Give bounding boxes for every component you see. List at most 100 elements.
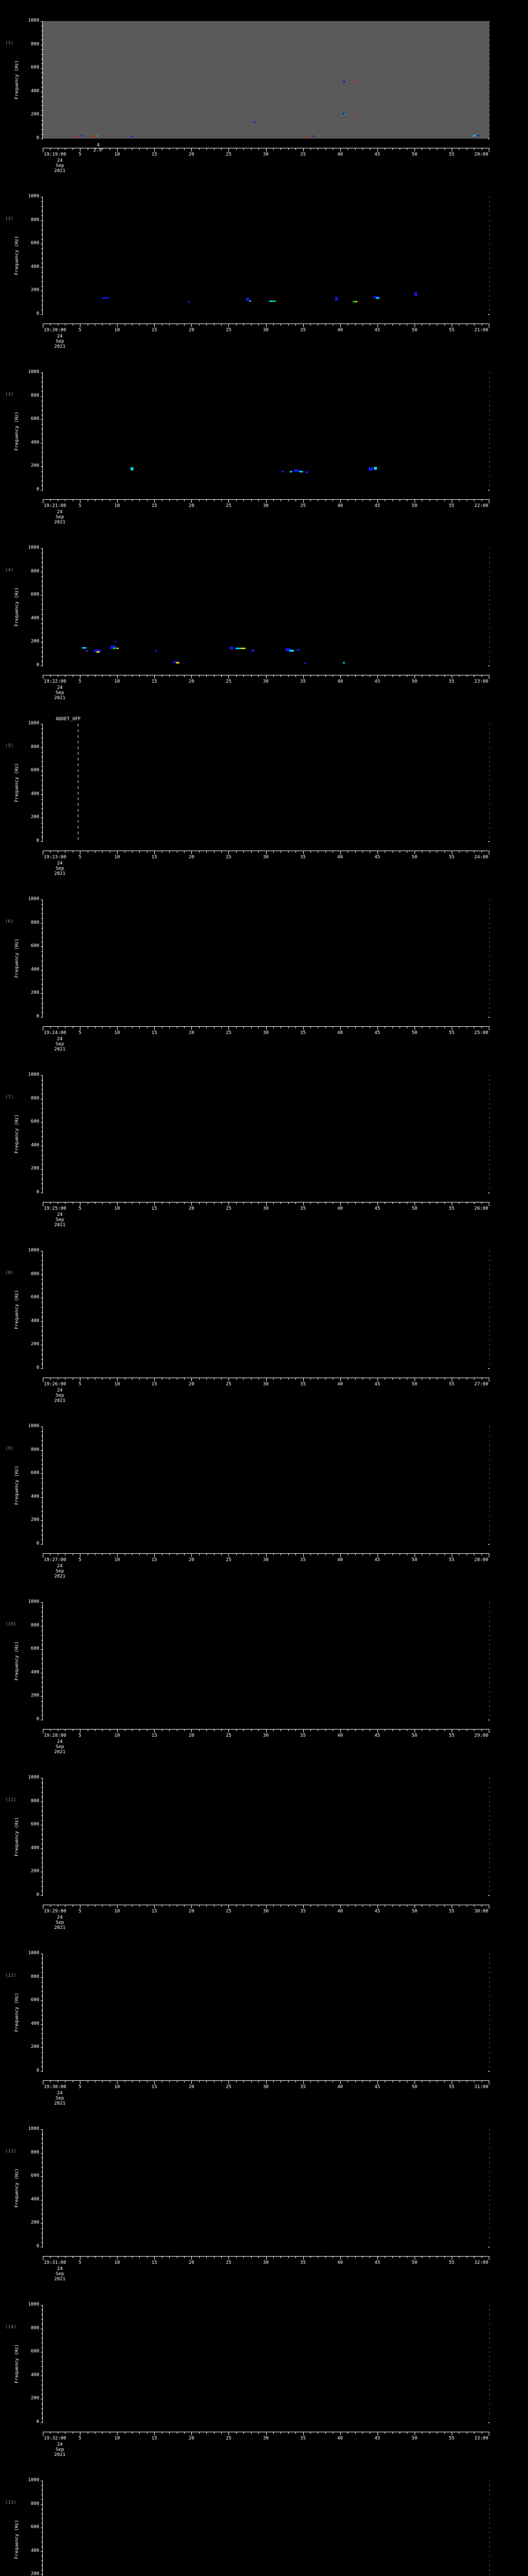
- detection-mark[interactable]: [355, 113, 357, 115]
- detection-mark[interactable]: [80, 135, 82, 137]
- spectrogram-panel[interactable]: (6) Frequency (Hz) 0 200 400 600 800 1000 19:24:…: [0, 888, 528, 1064]
- detection-mark[interactable]: [96, 651, 100, 653]
- y-tick-label: 600: [30, 1470, 39, 1476]
- detection-mark[interactable]: [305, 471, 309, 473]
- spectrogram-panel[interactable]: (7) Frequency (Hz) 0 200 400 600 800 1000 19:25:…: [0, 1064, 528, 1240]
- spectrogram-plot-area[interactable]: [43, 1778, 489, 1895]
- spectrogram-plot-area[interactable]: [43, 2305, 489, 2422]
- detection-mark[interactable]: [477, 135, 480, 137]
- detection-mark[interactable]: [299, 471, 304, 473]
- spectrogram-panel[interactable]: (4) Frequency (Hz) 0 200 400 600 800 1000 19:22:…: [0, 537, 528, 713]
- spectrogram-panel[interactable]: (3) Frequency (Hz) 0 200 400 600 800 1000 19:21:…: [0, 361, 528, 537]
- spectrogram-panel[interactable]: (1) Frequency (Hz) 0 200 400 600 800 1000 19:19:…: [0, 10, 528, 185]
- detection-mark[interactable]: [93, 135, 95, 137]
- detection-mark[interactable]: [240, 648, 245, 650]
- detection-mark[interactable]: [342, 81, 345, 83]
- detection-mark[interactable]: [355, 300, 358, 302]
- spectrogram-plot-area[interactable]: [43, 1251, 489, 1368]
- detection-mark[interactable]: [116, 648, 119, 650]
- spectrogram-panel[interactable]: (8) Frequency (Hz) 0 200 400 600 800 1000 19:26:…: [0, 1240, 528, 1415]
- detection-mark[interactable]: [82, 647, 87, 649]
- spectrogram-plot-area[interactable]: [43, 548, 489, 666]
- spectrogram-plot-area[interactable]: [43, 2129, 489, 2247]
- x-axis: 19:29:00 5 10 15 20 25 30 35 40 45 50 55 30:00: [43, 1905, 489, 1914]
- detection-mark[interactable]: [293, 469, 299, 472]
- detection-mark[interactable]: [354, 81, 356, 83]
- detection-mark[interactable]: [472, 135, 475, 137]
- spectrogram-plot-area[interactable]: [43, 1954, 489, 2071]
- detection-mark[interactable]: [155, 650, 158, 652]
- detection-mark[interactable]: [86, 650, 89, 652]
- detection-mark[interactable]: [369, 467, 373, 471]
- detection-mark[interactable]: [353, 300, 355, 302]
- detection-mark[interactable]: [289, 650, 294, 652]
- detection-mark[interactable]: [280, 470, 284, 472]
- detection-mark[interactable]: [376, 297, 380, 299]
- detection-mark[interactable]: [342, 113, 345, 115]
- detection-mark[interactable]: [253, 121, 255, 123]
- spectrogram-plot-area[interactable]: [43, 900, 489, 1017]
- date-label-line: 24: [57, 334, 63, 339]
- detection-mark[interactable]: [130, 467, 134, 470]
- detection-mark[interactable]: [188, 301, 190, 303]
- spectrogram-panel[interactable]: (12) Frequency (Hz) 0 200 400 600 800 1000 19:30…: [0, 1942, 528, 2118]
- detection-mark[interactable]: [93, 650, 101, 652]
- detection-mark[interactable]: [173, 661, 178, 664]
- x-tick-label: 35: [300, 679, 306, 684]
- detection-mark[interactable]: [130, 135, 133, 137]
- detection-mark[interactable]: [312, 135, 315, 137]
- detection-mark[interactable]: [176, 662, 180, 664]
- detection-mark[interactable]: [335, 297, 338, 301]
- spectrogram-panel[interactable]: (11) Frequency (Hz) 0 200 400 600 800 1000 19:29…: [0, 1767, 528, 1942]
- detection-mark[interactable]: [373, 466, 377, 470]
- detection-mark[interactable]: [96, 135, 98, 137]
- spectrogram-plot-area[interactable]: [43, 2481, 489, 2576]
- x-tick-label: 40: [337, 2084, 343, 2090]
- detection-mark[interactable]: [229, 646, 233, 650]
- spectrogram-plot-area[interactable]: [43, 372, 489, 490]
- detection-mark[interactable]: [286, 648, 291, 651]
- detection-mark[interactable]: [114, 640, 116, 642]
- x-tick-label: 55: [449, 1909, 455, 1914]
- detection-mark[interactable]: [249, 300, 252, 302]
- x-tick-label: 20: [188, 1733, 194, 1738]
- detection-mark[interactable]: [236, 648, 245, 650]
- detection-mark[interactable]: [110, 645, 116, 649]
- detection-mark[interactable]: [273, 300, 276, 302]
- y-tick-label: 0: [36, 2068, 39, 2073]
- detection-mark[interactable]: [289, 470, 292, 472]
- date-label-line: 2021: [54, 1398, 65, 1403]
- spectrogram-panel[interactable]: (9) Frequency (Hz) 0 200 400 600 800 1000 19:27:…: [0, 1415, 528, 1591]
- spectrogram-panel[interactable]: (2) Frequency (Hz) 0 200 400 600 800 1000 19:20:…: [0, 185, 528, 361]
- spectrogram-plot-area[interactable]: [43, 1075, 489, 1193]
- x-tick-label: 5: [78, 1909, 81, 1914]
- detection-mark[interactable]: [373, 296, 378, 298]
- spectrogram-plot-area[interactable]: [43, 1602, 489, 1720]
- detection-mark[interactable]: [304, 663, 306, 665]
- spectrogram-plot-area[interactable]: [43, 1427, 489, 1544]
- date-label-line: 2021: [54, 2277, 65, 2282]
- x-tick-label: 10: [114, 2260, 120, 2265]
- spectrogram-panel[interactable]: (15)Frequency (Hz)0200400600800100019:33…: [0, 2469, 528, 2576]
- spectrogram-plot-area[interactable]: [43, 724, 489, 841]
- detection-mark[interactable]: [76, 135, 78, 137]
- detection-mark[interactable]: [307, 135, 310, 137]
- spectrogram-panel[interactable]: (5) Frequency (Hz) 0 200 400 600 800 1000 19:23:…: [0, 713, 528, 888]
- detection-mark[interactable]: [102, 297, 110, 299]
- y-tick-labels: 0 200 400 600 800 1000: [23, 2302, 39, 2425]
- spectrogram-panel[interactable]: (14) Frequency (Hz) 0 200 400 600 800 1000 19:32…: [0, 2294, 528, 2469]
- detection-mark[interactable]: [342, 662, 345, 664]
- spectrogram-panel[interactable]: (10) Frequency (Hz) 0 200 400 600 800 1000 19:28…: [0, 1591, 528, 1767]
- spectrogram-panel[interactable]: (13) Frequency (Hz) 0 200 400 600 800 1000 19:31…: [0, 2118, 528, 2294]
- detection-mark[interactable]: [415, 292, 418, 297]
- detection-mark[interactable]: [251, 649, 254, 652]
- detection-mark[interactable]: [296, 649, 300, 651]
- spectrogram-plot-area[interactable]: [43, 21, 489, 139]
- y-tick-label: 800: [30, 1798, 39, 1804]
- detection-mark[interactable]: [344, 113, 346, 115]
- detection-mark[interactable]: [246, 298, 250, 301]
- panel-number: (10): [5, 1622, 16, 1627]
- spectrogram-plot-area[interactable]: [43, 197, 489, 314]
- detection-mark[interactable]: [112, 647, 116, 649]
- detection-mark[interactable]: [269, 300, 274, 302]
